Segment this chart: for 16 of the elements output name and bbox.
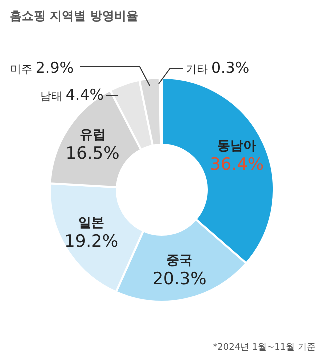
slice-label: 기타 (186, 63, 212, 76)
data-label: 0.3% (212, 59, 250, 77)
text: *2024년 1월~11월 기준 (213, 343, 316, 353)
slice-label: 미주 (10, 63, 36, 76)
slice-label: 유럽 (80, 128, 106, 144)
slice-label: 남태 (40, 90, 66, 103)
slice-label: 중국 (166, 254, 193, 269)
chart-title: 홈쇼핑 지역별 방영비율 (10, 9, 138, 23)
data-label: 19.2% (64, 232, 119, 252)
slice-label: 일본 (78, 216, 105, 231)
data-label: 4.4% (66, 86, 104, 104)
data-label: 20.3% (152, 270, 207, 290)
data-label: 16.5% (66, 144, 120, 164)
data-label: 2.9% (36, 59, 74, 77)
data-label: 36.4% (210, 154, 264, 175)
slice-label: 동남아 (218, 138, 257, 154)
